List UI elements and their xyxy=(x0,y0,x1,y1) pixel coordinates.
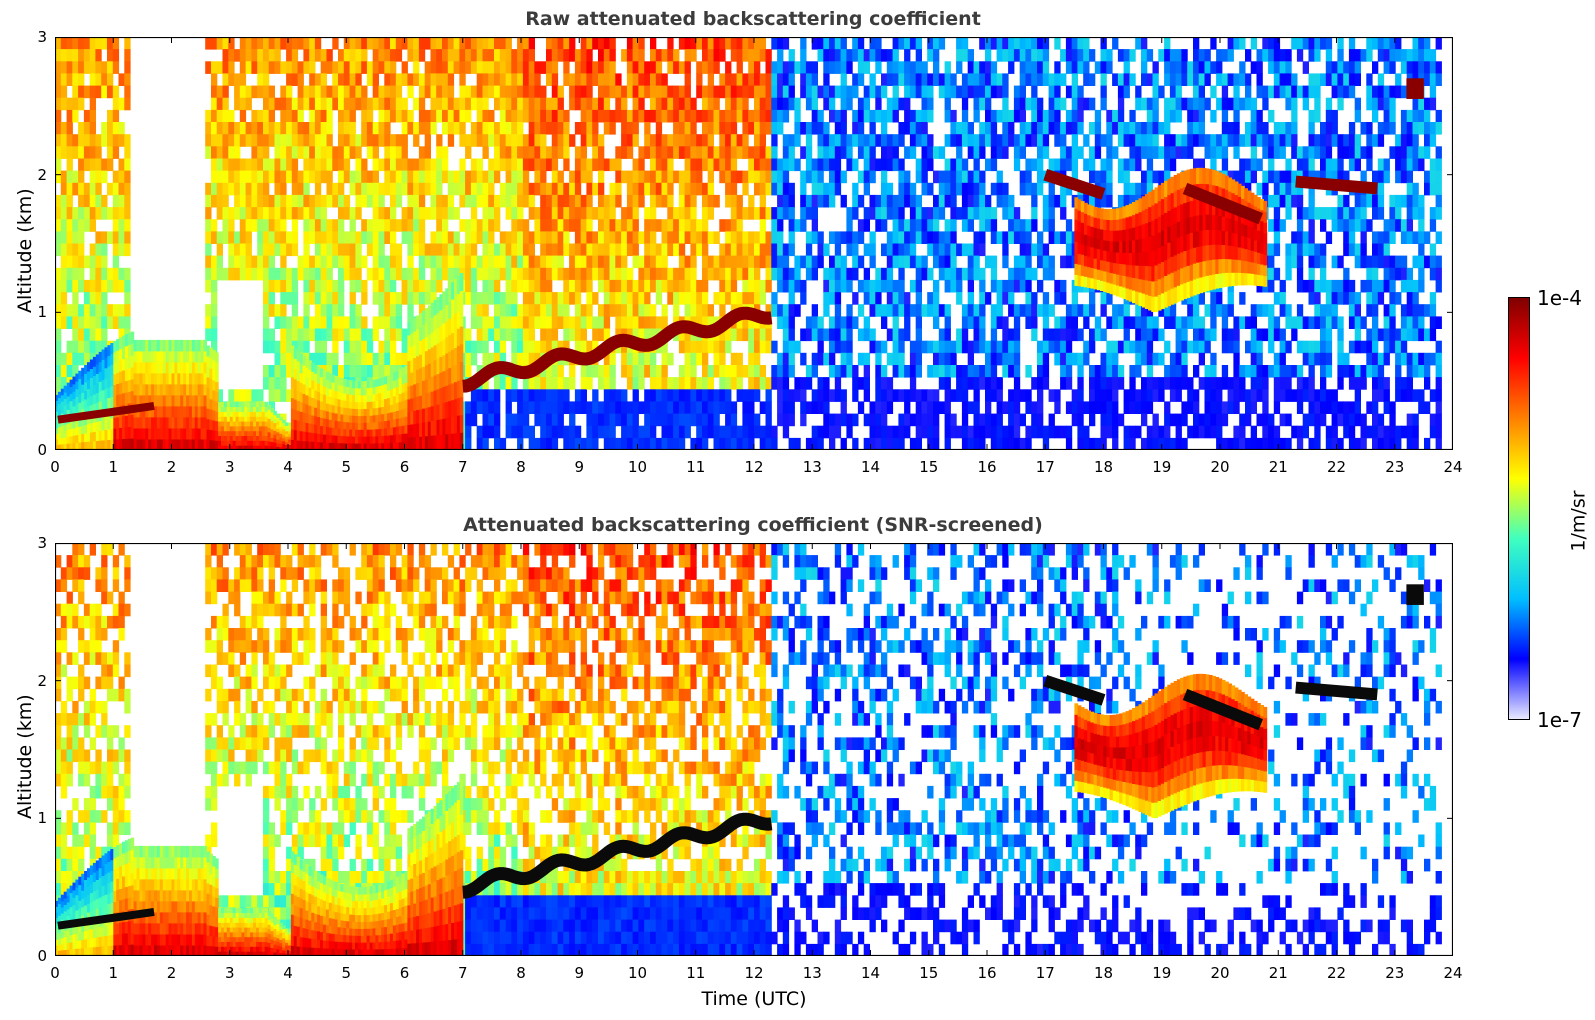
x-tick-label: 13 xyxy=(802,458,822,476)
x-tick-label: 0 xyxy=(50,458,60,476)
heatmap-field xyxy=(55,37,1442,450)
boundary-layer-band xyxy=(462,812,773,899)
x-tick-label: 15 xyxy=(919,458,939,476)
y-tick-label: 3 xyxy=(37,534,47,552)
x-tick-label: 12 xyxy=(744,458,764,476)
x-tick-label: 5 xyxy=(341,458,352,476)
x-tick-label: 3 xyxy=(224,964,235,982)
y-tick-label: 0 xyxy=(37,947,47,965)
x-tick-label: 1 xyxy=(108,964,119,982)
panel1-plot xyxy=(55,37,1453,450)
colorbar-max-label: 1e-4 xyxy=(1537,286,1582,310)
x-tick-label: 11 xyxy=(686,964,706,982)
x-tick-label: 13 xyxy=(802,964,822,982)
colorbar-unit-label: 1/m/sr xyxy=(1567,490,1590,552)
panel2-ylabel: Altitude (km) xyxy=(14,694,36,819)
panel1-title: Raw attenuated backscattering coefficien… xyxy=(525,8,981,30)
x-tick-label: 17 xyxy=(1035,458,1055,476)
x-tick-label: 9 xyxy=(574,964,585,982)
y-tick-label: 0 xyxy=(37,441,47,459)
y-tick-label: 1 xyxy=(37,809,47,828)
y-tick-label: 3 xyxy=(37,28,47,46)
axes-frame xyxy=(55,543,1453,956)
x-tick-label: 10 xyxy=(627,458,648,476)
x-tick-label: 23 xyxy=(1385,964,1405,982)
colorbar xyxy=(1508,297,1530,720)
x-tick-label: 4 xyxy=(283,458,293,476)
x-tick-label: 18 xyxy=(1093,458,1114,476)
x-tick-label: 0 xyxy=(50,964,60,982)
x-tick-label: 17 xyxy=(1035,964,1055,982)
y-tick-label: 2 xyxy=(37,671,47,690)
x-tick-label: 8 xyxy=(516,964,526,982)
x-tick-label: 2 xyxy=(166,458,177,476)
x-tick-label: 21 xyxy=(1268,458,1288,476)
boundary-layer-band xyxy=(462,306,773,393)
x-tick-label: 10 xyxy=(627,964,648,982)
heatmap-field xyxy=(55,543,1442,956)
x-axis-label: Time (UTC) xyxy=(701,988,807,1010)
x-tick-label: 8 xyxy=(516,458,526,476)
x-tick-label: 15 xyxy=(919,964,939,982)
x-tick-label: 6 xyxy=(399,964,410,982)
x-tick-label: 18 xyxy=(1093,964,1114,982)
x-tick-label: 23 xyxy=(1385,458,1405,476)
x-tick-label: 3 xyxy=(224,458,235,476)
x-tick-label: 19 xyxy=(1152,458,1172,476)
x-tick-label: 6 xyxy=(399,458,410,476)
x-tick-label: 24 xyxy=(1443,458,1463,476)
x-tick-label: 5 xyxy=(341,964,352,982)
axes-frame xyxy=(55,37,1453,450)
cloud-layer-band xyxy=(1043,168,1378,225)
x-tick-label: 16 xyxy=(977,964,997,982)
x-tick-label: 20 xyxy=(1210,458,1230,476)
panel1-ylabel: Altitude (km) xyxy=(14,188,36,313)
x-tick-label: 14 xyxy=(860,964,881,982)
x-tick-label: 1 xyxy=(108,458,119,476)
x-tick-label: 20 xyxy=(1210,964,1230,982)
y-tick-label: 2 xyxy=(37,165,47,184)
x-tick-label: 11 xyxy=(686,458,706,476)
cloud-layer-band xyxy=(1043,674,1378,731)
panel2-title: Attenuated backscattering coefficient (S… xyxy=(463,514,1043,536)
x-tick-label: 4 xyxy=(283,964,293,982)
x-tick-label: 12 xyxy=(744,964,764,982)
x-tick-label: 7 xyxy=(457,964,468,982)
x-tick-label: 22 xyxy=(1326,458,1347,476)
x-tick-label: 21 xyxy=(1268,964,1288,982)
colorbar-min-label: 1e-7 xyxy=(1537,708,1582,732)
x-tick-label: 9 xyxy=(574,458,585,476)
x-tick-label: 22 xyxy=(1326,964,1347,982)
x-tick-label: 14 xyxy=(860,458,881,476)
panel2-plot xyxy=(55,543,1453,956)
x-tick-label: 2 xyxy=(166,964,177,982)
x-tick-label: 24 xyxy=(1443,964,1463,982)
x-tick-label: 19 xyxy=(1152,964,1172,982)
y-tick-label: 1 xyxy=(37,303,47,322)
x-tick-label: 16 xyxy=(977,458,997,476)
x-tick-label: 7 xyxy=(457,458,468,476)
